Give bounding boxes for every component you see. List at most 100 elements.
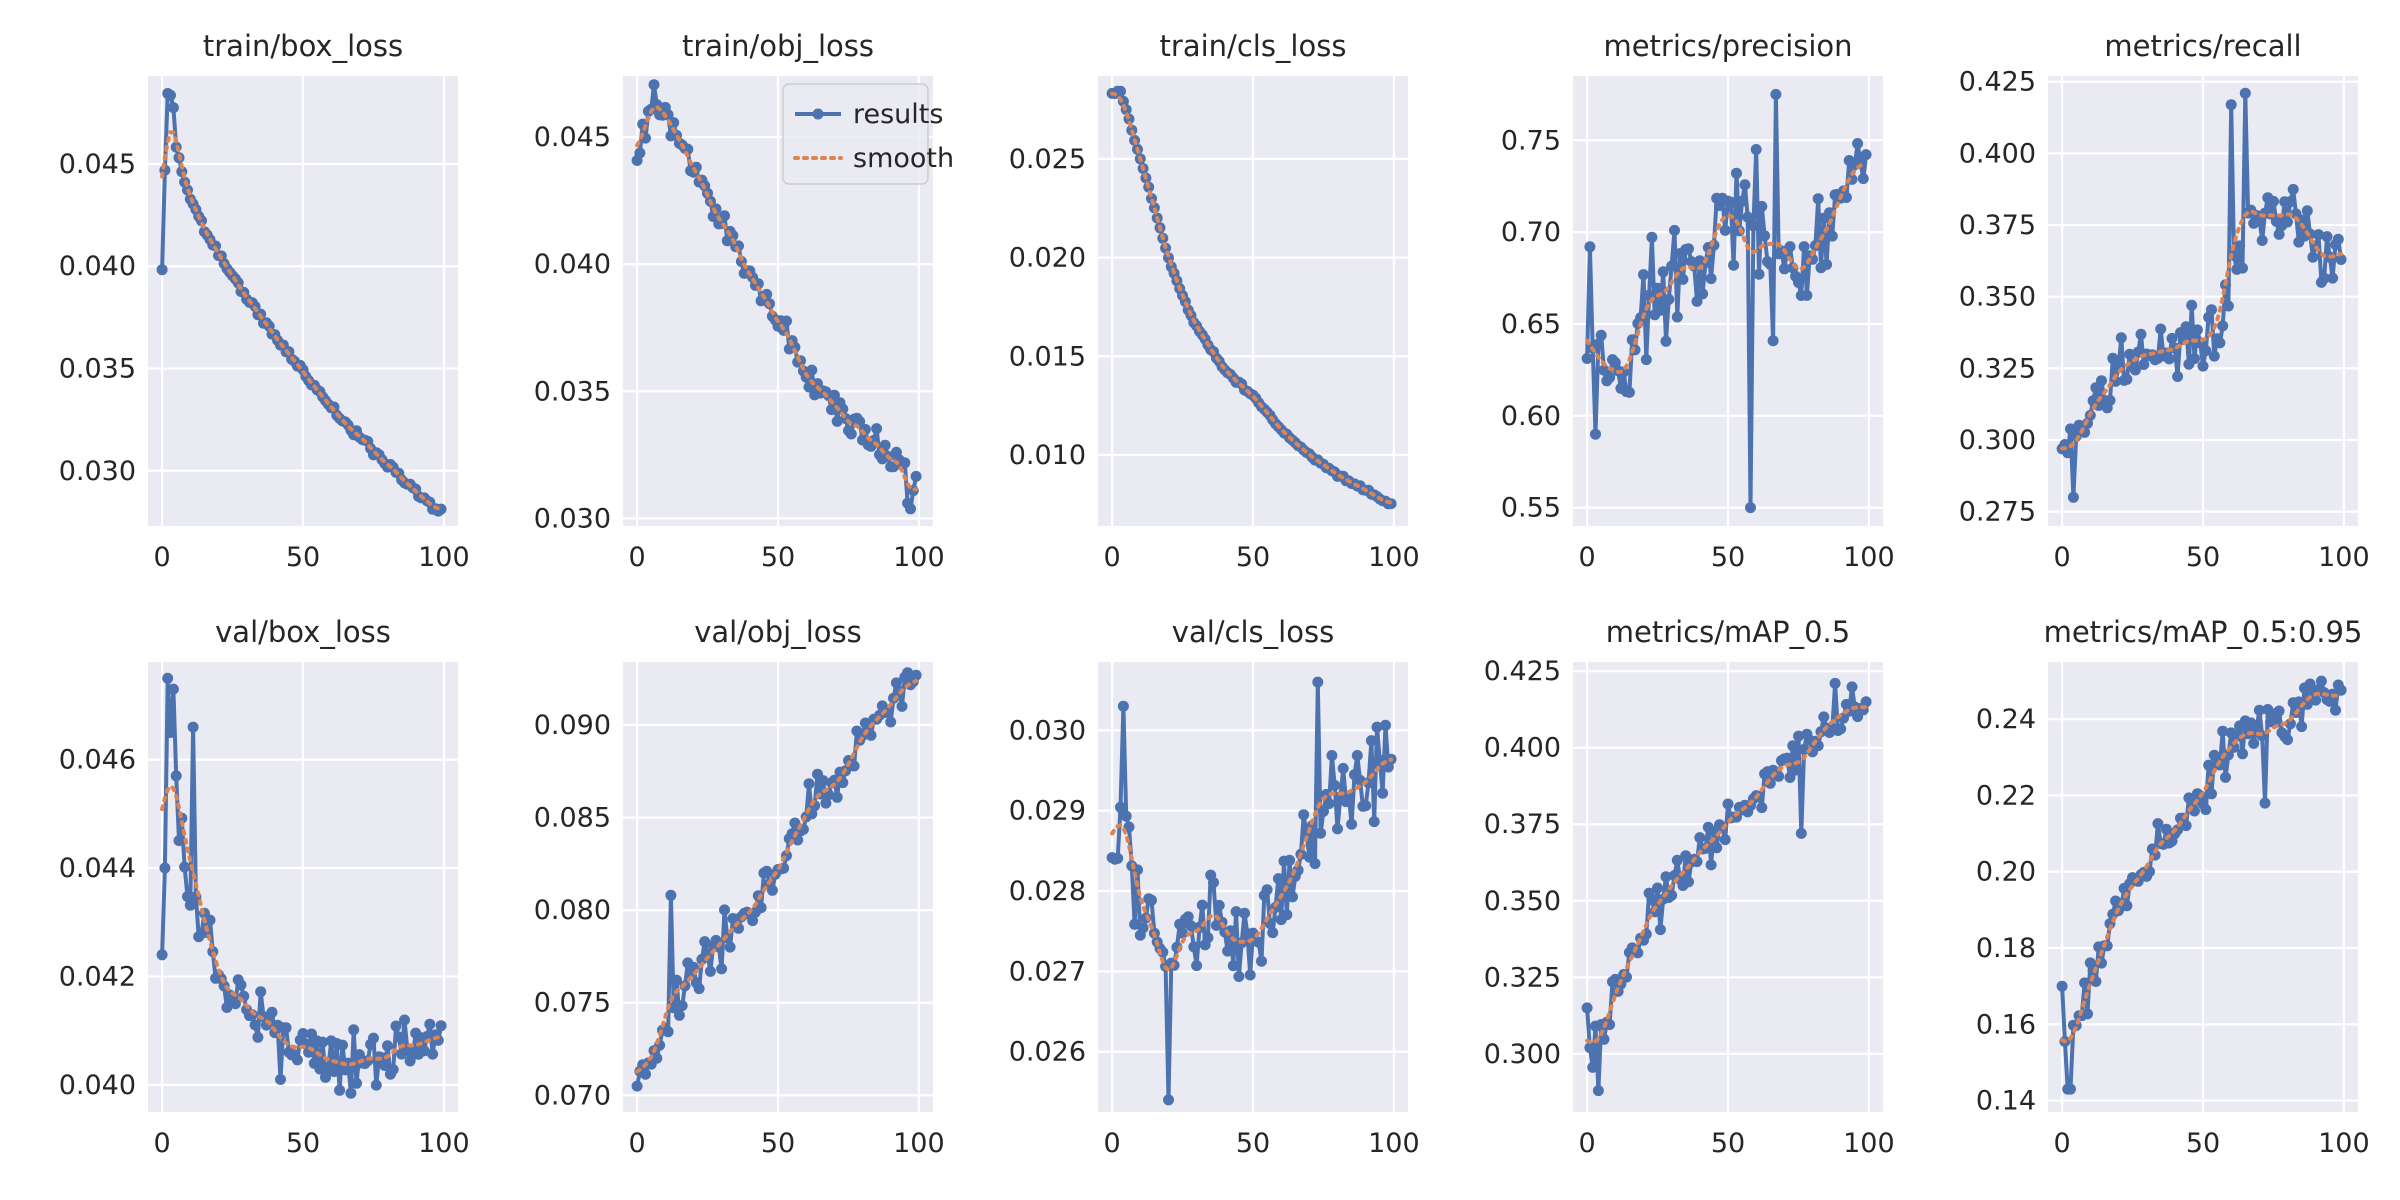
results-point — [1208, 877, 1219, 888]
results-point — [831, 415, 843, 427]
x-tick-label: 100 — [1368, 1128, 1420, 1159]
y-tick-label: 0.55 — [1501, 493, 1561, 524]
results-point — [826, 404, 837, 416]
smooth-line — [1110, 757, 1394, 973]
results-point — [1584, 241, 1596, 253]
results-point — [1705, 273, 1717, 285]
results-point — [1669, 224, 1680, 236]
results-point — [704, 965, 716, 977]
results-point — [2284, 718, 2296, 730]
results-point — [328, 1066, 340, 1077]
results-point — [1654, 304, 1666, 316]
results-point — [1739, 179, 1751, 191]
results-point — [167, 102, 179, 114]
results-point — [2222, 749, 2234, 761]
results-point — [2220, 771, 2231, 783]
results-point — [1623, 386, 1635, 398]
y-tick-label: 0.300 — [1484, 1039, 1561, 1070]
results-point — [2234, 240, 2246, 252]
results-point — [1840, 192, 1852, 203]
results-point — [2065, 423, 2076, 435]
results-point — [2268, 195, 2279, 207]
results-point — [882, 706, 894, 718]
y-tick-label: 0.030 — [1009, 715, 1086, 746]
results-point — [665, 889, 677, 901]
results-point — [184, 899, 196, 911]
results-point — [766, 884, 778, 896]
chart-title: metrics/recall — [2104, 29, 2301, 63]
smooth-line — [635, 104, 919, 492]
x-tick-label: 50 — [1711, 542, 1745, 573]
results-point — [2189, 353, 2200, 365]
results-point — [393, 1031, 405, 1043]
results-point — [1202, 932, 1214, 944]
x-tick-label: 50 — [2186, 542, 2220, 573]
results-point — [848, 760, 860, 772]
y-tick-label: 0.275 — [1959, 497, 2036, 528]
y-tick-label: 0.075 — [534, 988, 611, 1019]
results-point — [2208, 350, 2220, 362]
results-point — [2107, 352, 2119, 364]
results-point — [845, 428, 857, 440]
results-point — [2096, 375, 2107, 387]
results-point — [266, 1006, 278, 1018]
x-tick-label: 0 — [2053, 542, 2070, 573]
results-point — [2237, 748, 2248, 760]
results-point — [755, 902, 767, 914]
results-point — [817, 775, 829, 787]
results-point — [1272, 873, 1284, 885]
results-point — [828, 389, 840, 401]
results-point — [1719, 834, 1731, 846]
results-point — [1742, 211, 1754, 223]
chart-metrics-precision: metrics/precision 0 50 100 0.55 0.60 0.65 0.70 0… — [1501, 29, 1895, 573]
results-point — [820, 797, 832, 809]
results-point — [1745, 502, 1756, 514]
results-point — [1227, 960, 1239, 972]
x-tick-label: 0 — [628, 542, 645, 573]
results-point — [2301, 698, 2313, 710]
results-point — [1261, 884, 1273, 896]
smooth-line — [2060, 209, 2344, 451]
results-point — [2335, 684, 2347, 696]
smooth-line — [160, 130, 444, 512]
y-tick-label: 0.16 — [1976, 1009, 2036, 1040]
chart-train-obj-loss: train/obj_loss 0 50 100 0.030 0.035 0.040 0.045… — [534, 29, 954, 573]
results-point — [2200, 804, 2212, 816]
results-point — [1360, 800, 1372, 812]
results-point — [2231, 730, 2243, 742]
x-tick-label: 50 — [1711, 1128, 1745, 1159]
x-tick-label: 50 — [761, 1128, 795, 1159]
y-tick-label: 0.70 — [1501, 217, 1561, 248]
chart-title: train/box_loss — [203, 29, 403, 63]
smooth-line — [160, 783, 444, 1067]
results-point — [2206, 788, 2217, 800]
y-tick-label: 0.045 — [534, 122, 611, 153]
y-tick-label: 0.028 — [1009, 876, 1086, 907]
x-tick-label: 0 — [1578, 1128, 1595, 1159]
results-point — [1846, 681, 1858, 693]
x-tick-label: 0 — [1103, 542, 1120, 573]
y-tick-label: 0.080 — [534, 895, 611, 926]
results-point — [2222, 300, 2234, 312]
results-point — [910, 669, 922, 681]
x-tick-label: 0 — [1578, 542, 1595, 573]
x-tick-label: 100 — [418, 1128, 470, 1159]
results-point — [1312, 676, 1324, 688]
results-point — [2197, 360, 2209, 372]
results-point — [2180, 321, 2192, 333]
results-point — [719, 904, 730, 916]
results-point — [2065, 1083, 2076, 1095]
x-tick-label: 100 — [2318, 1128, 2370, 1159]
y-tick-label: 0.030 — [59, 456, 136, 487]
legend-results-label: results — [853, 99, 943, 130]
results-point — [1351, 750, 1363, 761]
y-tick-label: 0.020 — [1009, 243, 1086, 274]
results-point — [837, 403, 849, 415]
x-tick-label: 100 — [418, 542, 470, 573]
results-point — [1233, 971, 1245, 982]
y-tick-label: 0.026 — [1009, 1037, 1086, 1068]
results-point — [2155, 323, 2167, 335]
results-point — [353, 1049, 365, 1061]
results-point — [1747, 220, 1759, 232]
results-point — [1343, 790, 1355, 802]
